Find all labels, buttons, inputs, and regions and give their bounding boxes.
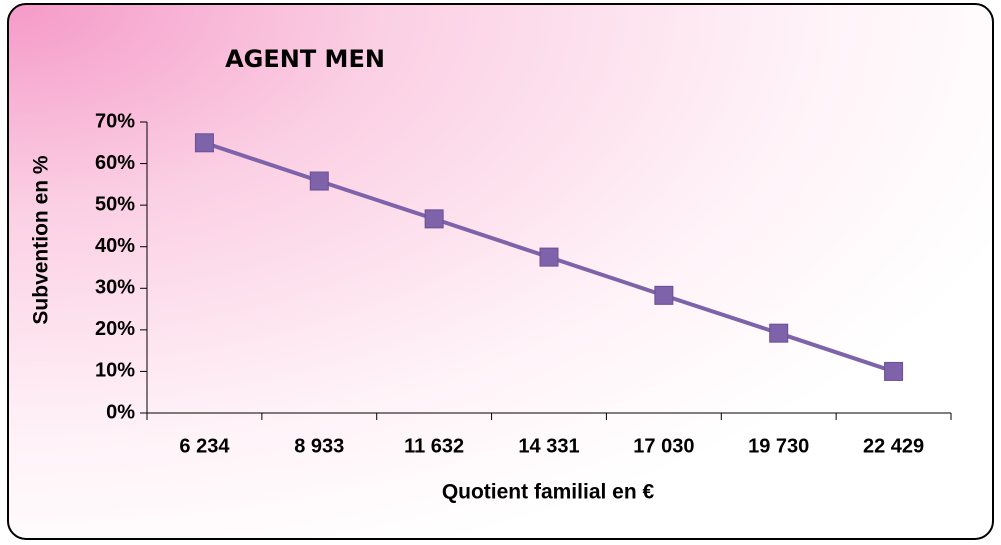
y-tick-label: 10% <box>95 360 135 382</box>
chart-frame <box>7 3 994 540</box>
marker <box>424 209 444 229</box>
y-tick-label: 60% <box>95 152 135 174</box>
y-tick-label: 20% <box>95 318 135 340</box>
x-tick-label: 8 933 <box>294 435 344 457</box>
x-tick-label: 11 632 <box>404 435 464 457</box>
x-tick-label: 17 030 <box>633 435 694 457</box>
y-tick-label: 70% <box>95 110 135 132</box>
y-tick-label: 50% <box>95 193 135 215</box>
y-axis-label: Subvention en % <box>30 155 53 325</box>
marker <box>654 285 674 305</box>
x-tick-label: 19 730 <box>748 435 809 457</box>
marker <box>194 133 214 153</box>
marker <box>769 323 789 343</box>
marker <box>539 247 559 267</box>
x-tick-label: 6 234 <box>179 435 230 457</box>
marker <box>884 361 904 381</box>
y-tick-label: 0% <box>106 401 135 423</box>
x-axis-label: Quotient familial en € <box>442 481 655 504</box>
y-tick-label: 40% <box>95 235 135 257</box>
chart-title: AGENT MEN <box>225 45 385 73</box>
marker <box>309 171 329 191</box>
y-tick-label: 30% <box>95 277 135 299</box>
x-tick-label: 14 331 <box>518 435 579 457</box>
x-tick-label: 22 429 <box>863 435 924 457</box>
